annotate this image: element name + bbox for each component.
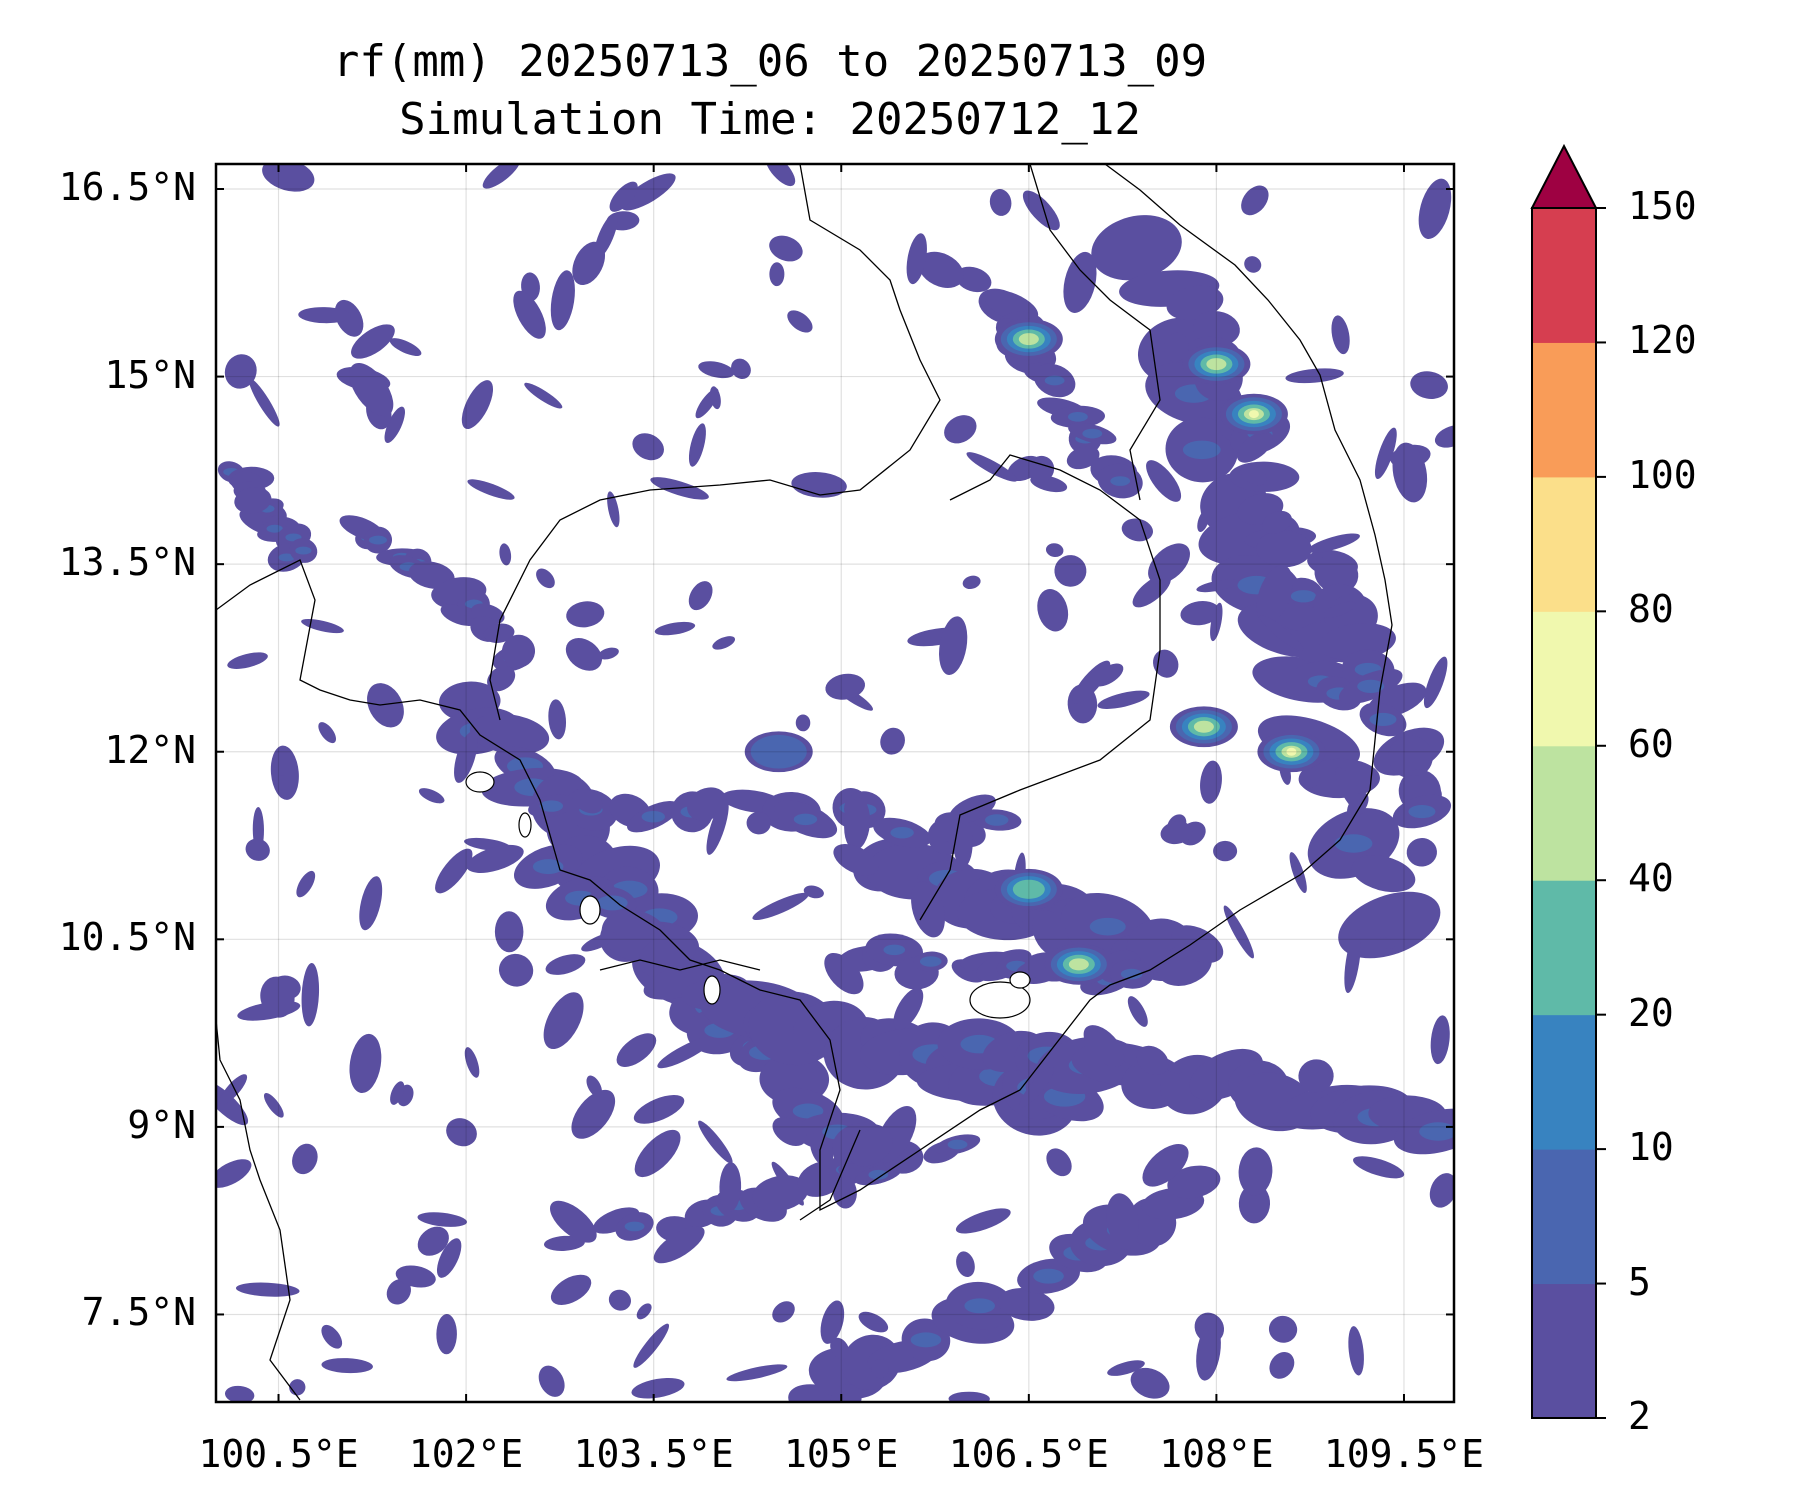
lon-tick-label: 108°E bbox=[1159, 1432, 1274, 1476]
lat-tick-label: 7.5°N bbox=[81, 1290, 196, 1335]
rain-cell bbox=[750, 734, 807, 769]
colorbar-segment bbox=[1532, 880, 1596, 1016]
rain-cell bbox=[1012, 879, 1045, 899]
island bbox=[1009, 971, 1031, 989]
lon-tick-label: 102°E bbox=[408, 1432, 524, 1476]
colorbar-tick-label: 2 bbox=[1628, 1394, 1651, 1438]
lon-tick-label: 105°E bbox=[784, 1432, 899, 1476]
colorbar-tick-label: 60 bbox=[1628, 721, 1674, 766]
map-frame bbox=[214, 162, 1456, 1404]
island bbox=[579, 895, 601, 925]
colorbar-tick-label: 80 bbox=[1628, 587, 1674, 632]
coastline bbox=[799, 1129, 861, 1221]
colorbar-segment bbox=[1532, 1149, 1596, 1285]
lat-tick-label: 12°N bbox=[104, 727, 196, 772]
colorbar-extend-arrow bbox=[1530, 143, 1598, 209]
lon-tick-label: 109.5°E bbox=[1323, 1432, 1485, 1476]
coastline bbox=[489, 164, 941, 721]
lat-tick-label: 15°N bbox=[104, 352, 196, 397]
island bbox=[518, 812, 532, 838]
rain-layer bbox=[216, 164, 1454, 1402]
colorbar-segment bbox=[1532, 476, 1596, 612]
colorbar-tick-label: 120 bbox=[1628, 318, 1697, 363]
colorbar-tick-label: 100 bbox=[1628, 452, 1697, 497]
island bbox=[969, 981, 1031, 1019]
grid-layer bbox=[216, 164, 1454, 1402]
colorbar-tick-label: 5 bbox=[1628, 1259, 1651, 1304]
colorbar-tick-label: 20 bbox=[1628, 990, 1674, 1035]
coastline-layer bbox=[216, 164, 1393, 1401]
chart-title: rf(mm) 20250713_06 to 20250713_09 bbox=[332, 36, 1208, 87]
coastline bbox=[216, 1019, 301, 1401]
colorbar-frame bbox=[1531, 207, 1597, 1419]
lon-tick-label: 106.5°E bbox=[948, 1432, 1109, 1476]
island bbox=[703, 975, 721, 1005]
colorbar-segment bbox=[1532, 745, 1596, 881]
rain-cell bbox=[1018, 333, 1039, 346]
lat-tick-label: 9°N bbox=[127, 1102, 196, 1147]
lon-tick-label: 100.5°E bbox=[198, 1432, 359, 1476]
colorbar-tick-label: 150 bbox=[1628, 184, 1697, 228]
rain-cell bbox=[1193, 720, 1214, 733]
coastline bbox=[599, 959, 761, 971]
island bbox=[465, 771, 495, 793]
rain-cell bbox=[1206, 358, 1227, 371]
rain-cell bbox=[1286, 747, 1297, 756]
tick-layer bbox=[216, 164, 1454, 1402]
colorbar-segment bbox=[1532, 1014, 1596, 1150]
coastline bbox=[1029, 164, 1161, 501]
coastline bbox=[919, 454, 1161, 921]
colorbar-tick-label: 40 bbox=[1628, 856, 1674, 901]
coastline bbox=[216, 164, 1393, 1212]
lat-tick-label: 13.5°N bbox=[58, 540, 196, 585]
rain-cell bbox=[1068, 958, 1089, 971]
colorbar-segment bbox=[1532, 611, 1596, 747]
lon-tick-label: 103.5°E bbox=[573, 1432, 734, 1476]
colorbar-tick-label: 10 bbox=[1628, 1125, 1674, 1170]
lat-tick-label: 10.5°N bbox=[58, 915, 196, 960]
lat-tick-label: 16.5°N bbox=[58, 165, 196, 209]
chart-subtitle: Simulation Time: 20250712_12 bbox=[399, 94, 1141, 145]
colorbar-segment bbox=[1532, 342, 1596, 478]
colorbar-segment bbox=[1532, 208, 1596, 343]
rain-cell bbox=[1248, 410, 1259, 419]
colorbar-segment bbox=[1532, 1283, 1596, 1419]
